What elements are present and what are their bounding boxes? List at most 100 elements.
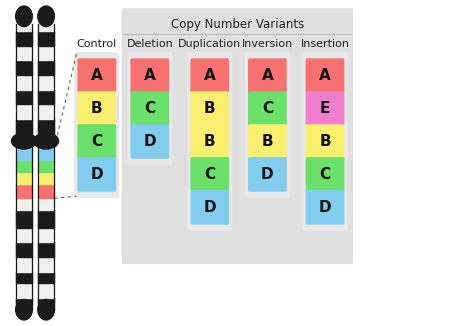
Bar [16, 46, 32, 60]
FancyBboxPatch shape [248, 124, 287, 159]
FancyBboxPatch shape [130, 91, 169, 126]
Bar [38, 160, 54, 172]
FancyBboxPatch shape [190, 91, 229, 126]
Bar [16, 298, 32, 310]
Text: Copy Number Variants: Copy Number Variants [171, 18, 304, 31]
Text: D: D [203, 200, 216, 215]
Text: Insertion: Insertion [301, 39, 349, 49]
FancyBboxPatch shape [306, 124, 344, 159]
Bar [38, 16, 54, 31]
FancyBboxPatch shape [77, 124, 116, 159]
Bar [38, 298, 54, 310]
Text: D: D [319, 200, 331, 215]
Bar [38, 283, 54, 298]
Bar [38, 134, 54, 148]
Bar [16, 228, 32, 242]
Bar [16, 242, 32, 257]
FancyBboxPatch shape [248, 58, 287, 93]
Bar [38, 46, 54, 60]
Bar [16, 75, 32, 90]
Text: A: A [261, 68, 273, 83]
Bar [16, 257, 32, 272]
FancyBboxPatch shape [190, 190, 229, 225]
Bar [38, 228, 54, 242]
Bar [38, 172, 54, 184]
Bar [16, 90, 32, 104]
Bar [38, 119, 54, 134]
Text: Deletion: Deletion [126, 39, 173, 49]
Bar [38, 242, 54, 257]
Ellipse shape [12, 133, 36, 149]
Text: D: D [143, 134, 156, 149]
Text: A: A [319, 68, 331, 83]
Text: C: C [319, 167, 331, 182]
Bar [16, 60, 32, 75]
Bar [38, 184, 54, 198]
Bar [38, 148, 54, 160]
Text: C: C [91, 134, 102, 149]
FancyBboxPatch shape [130, 124, 169, 159]
Bar [38, 210, 54, 228]
Text: A: A [204, 68, 216, 83]
Bar [16, 160, 32, 172]
Text: C: C [144, 101, 155, 116]
Text: Inversion: Inversion [242, 39, 293, 49]
Bar [38, 60, 54, 75]
Bar [38, 272, 54, 283]
Bar [16, 198, 32, 210]
Bar [16, 148, 32, 160]
Ellipse shape [16, 6, 32, 27]
Bar [16, 283, 32, 298]
Bar [16, 184, 32, 198]
Text: C: C [204, 167, 215, 182]
FancyBboxPatch shape [190, 124, 229, 159]
Text: A: A [91, 68, 103, 83]
FancyBboxPatch shape [187, 52, 232, 231]
Bar [16, 172, 32, 184]
Bar [38, 90, 54, 104]
Text: E: E [320, 101, 330, 116]
Bar [16, 31, 32, 46]
Bar [38, 257, 54, 272]
FancyBboxPatch shape [77, 157, 116, 192]
Ellipse shape [34, 133, 59, 149]
Text: D: D [90, 167, 103, 182]
Bar [16, 210, 32, 228]
Bar [16, 119, 32, 134]
Bar [38, 198, 54, 210]
Ellipse shape [16, 299, 32, 320]
FancyBboxPatch shape [248, 91, 287, 126]
FancyBboxPatch shape [302, 52, 348, 231]
FancyBboxPatch shape [77, 58, 116, 93]
FancyBboxPatch shape [306, 157, 344, 192]
FancyBboxPatch shape [190, 58, 229, 93]
FancyBboxPatch shape [127, 52, 172, 165]
FancyBboxPatch shape [190, 157, 229, 192]
Text: B: B [91, 101, 103, 116]
FancyBboxPatch shape [306, 58, 344, 93]
Bar [38, 75, 54, 90]
Text: Control: Control [77, 39, 117, 49]
Bar [38, 31, 54, 46]
FancyBboxPatch shape [130, 58, 169, 93]
Bar [38, 104, 54, 119]
Ellipse shape [38, 299, 54, 320]
Text: B: B [319, 134, 331, 149]
Text: B: B [204, 101, 216, 116]
FancyBboxPatch shape [306, 190, 344, 225]
FancyBboxPatch shape [122, 8, 353, 264]
Text: B: B [261, 134, 273, 149]
Text: C: C [262, 101, 273, 116]
Bar [16, 104, 32, 119]
Bar [16, 134, 32, 148]
FancyBboxPatch shape [245, 52, 290, 198]
Text: D: D [261, 167, 274, 182]
Text: A: A [144, 68, 156, 83]
FancyBboxPatch shape [74, 52, 119, 198]
Text: B: B [204, 134, 216, 149]
Text: Duplication: Duplication [178, 39, 242, 49]
FancyBboxPatch shape [306, 91, 344, 126]
FancyBboxPatch shape [248, 157, 287, 192]
Bar [16, 16, 32, 31]
FancyBboxPatch shape [77, 91, 116, 126]
